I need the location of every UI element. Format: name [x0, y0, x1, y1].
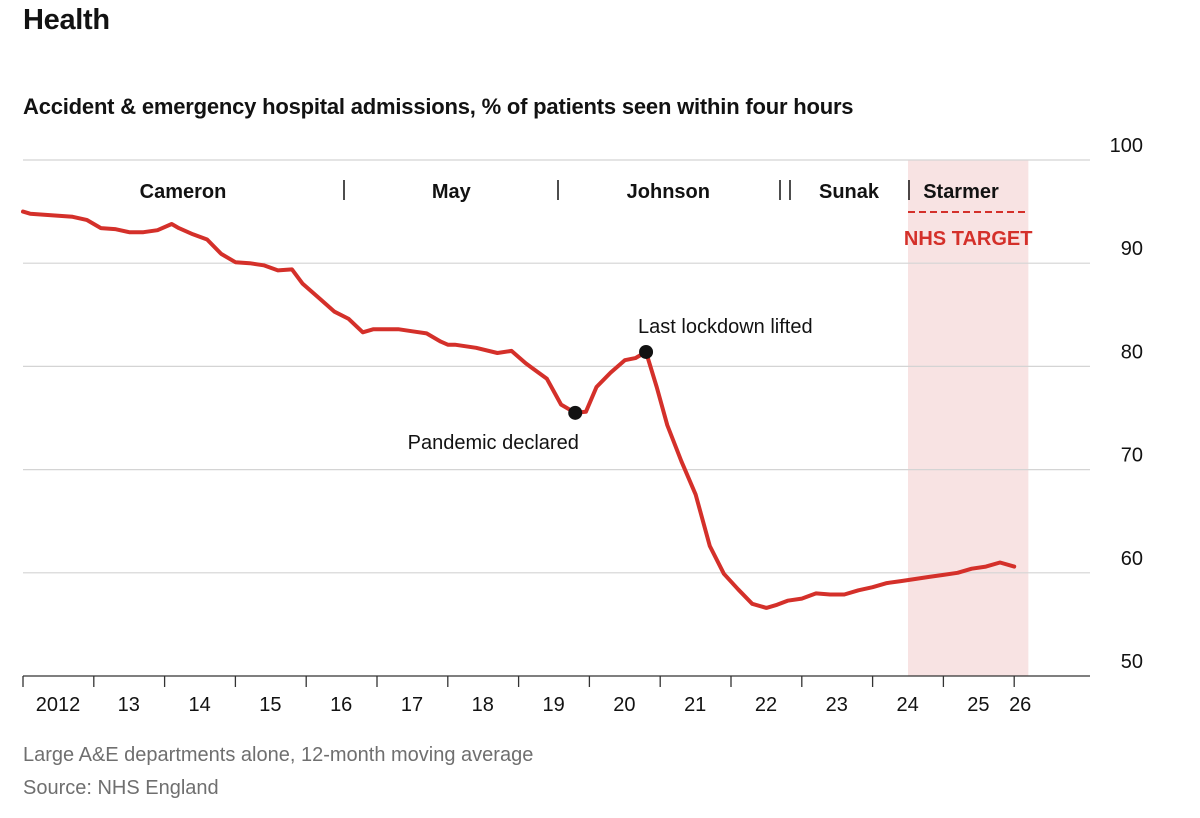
x-tick-label: 18 [472, 694, 494, 716]
x-tick-label: 24 [896, 694, 918, 716]
pm-label: Sunak [819, 181, 880, 203]
x-tick-label: 22 [755, 694, 777, 716]
x-tick-label: 13 [118, 694, 140, 716]
x-tick-label: 25 [967, 694, 989, 716]
annotation-dot [568, 405, 583, 420]
chart-title: Accident & emergency hospital admissions… [23, 94, 854, 119]
x-tick-label: 15 [259, 694, 281, 716]
shaded-period [908, 160, 1029, 676]
x-tick-label: 23 [826, 694, 848, 716]
source-note: Source: NHS England [23, 777, 219, 799]
x-tick-label: 2012 [36, 694, 81, 716]
y-tick-label: 80 [1121, 341, 1143, 363]
y-tick-label: 50 [1121, 651, 1143, 673]
section-title: Health [23, 4, 110, 36]
y-tick-label: 100 [1110, 135, 1143, 157]
x-tick-label: 17 [401, 694, 423, 716]
annotation-label: Pandemic declared [408, 432, 579, 454]
x-tick-label: 16 [330, 694, 352, 716]
line-chart: Cameron May Johnson Sunak Starmer NHS TARGET… [21, 135, 1143, 716]
footnote: Large A&E departments alone, 12-month mo… [23, 744, 534, 766]
pm-label: Johnson [627, 181, 710, 203]
x-tick-label: 19 [542, 694, 564, 716]
pm-label: Starmer [923, 181, 999, 203]
pm-label: Cameron [140, 181, 227, 203]
x-tick-label: 26 [1009, 694, 1031, 716]
x-tick-label: 14 [188, 694, 210, 716]
y-tick-label: 70 [1121, 445, 1143, 467]
y-tick-label: 60 [1121, 548, 1143, 570]
annotation-dot [639, 344, 654, 359]
annotation-label: Last lockdown lifted [638, 316, 813, 338]
target-label: NHS TARGET [904, 228, 1033, 250]
y-tick-label: 90 [1121, 238, 1143, 260]
x-tick-label: 21 [684, 694, 706, 716]
series-line [21, 209, 1017, 610]
pm-label: May [432, 181, 472, 203]
x-tick-label: 20 [613, 694, 635, 716]
